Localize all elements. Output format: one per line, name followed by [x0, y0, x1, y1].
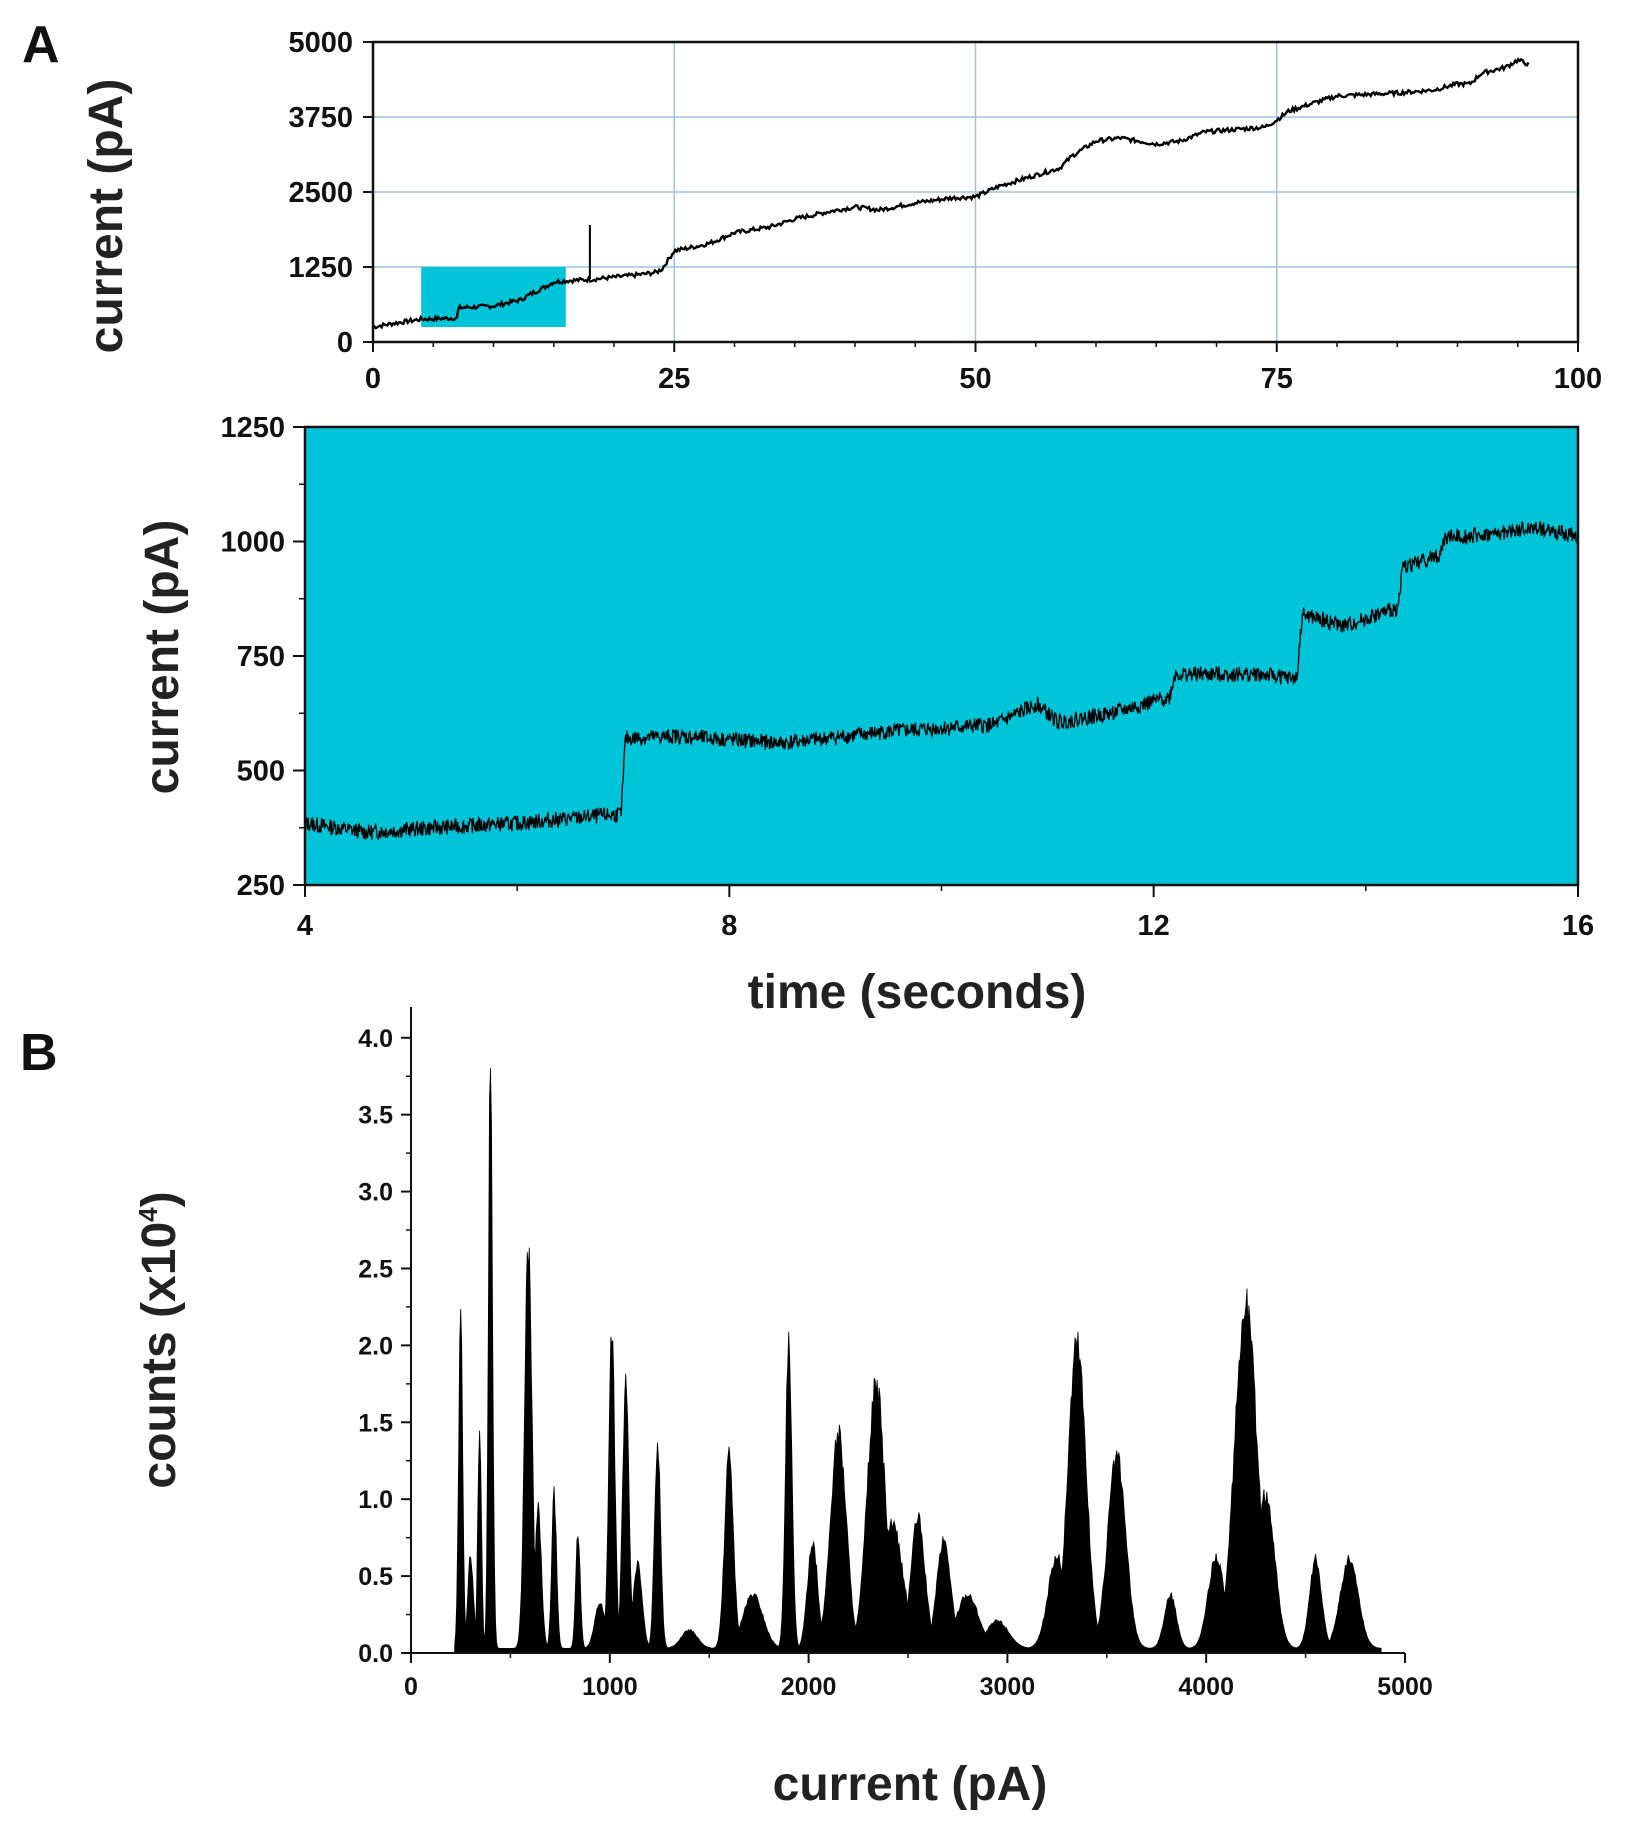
- b-x-axis-label: current (pA): [773, 1758, 1048, 1811]
- a-bottom-x-tick-label: 4: [297, 910, 313, 942]
- a-top-ticks: 0 25 50 75 100 0 1250 2500 3750 5000: [288, 27, 1602, 395]
- a-top-x-tick-label: 100: [1554, 363, 1602, 395]
- a-bottom-x-tick-label: 8: [721, 910, 737, 942]
- a-top-x-tick-label: 25: [658, 363, 690, 395]
- a-bottom-x-tick-label: 12: [1138, 910, 1170, 942]
- b-x-tick-label: 0: [404, 1673, 418, 1701]
- b-x-tick-label: 3000: [980, 1673, 1036, 1701]
- b-y-tick-label: 1.5: [358, 1409, 393, 1437]
- a-bottom-highlight-background: [305, 427, 1578, 885]
- a-top-y-tick-label: 0: [337, 327, 353, 359]
- a-top-x-tick-label: 0: [365, 363, 381, 395]
- a-top-y-tick-label: 3750: [288, 102, 353, 134]
- b-y-axis-label-sup: 4: [133, 1207, 163, 1222]
- b-y-tick-label: 1.0: [358, 1486, 393, 1514]
- b-x-tick-label: 2000: [781, 1673, 837, 1701]
- chart-b-histogram: 0 1000 2000 3000 4000 5000 0.0 0.5 1.0 1.5 2.0 2.5 3…: [133, 1007, 1433, 1811]
- b-y-tick-label: 2.5: [358, 1255, 393, 1283]
- b-y-tick-label: 0.0: [358, 1640, 393, 1668]
- b-y-axis-label-close: ): [133, 1191, 186, 1207]
- a-top-x-tick-label: 75: [1261, 363, 1293, 395]
- a-bottom-x-tick-label: 16: [1562, 910, 1594, 942]
- a-top-y-tick-label: 1250: [288, 252, 353, 284]
- b-y-tick-label: 3.5: [358, 1102, 393, 1130]
- a-bottom-y-tick-label: 500: [237, 756, 285, 788]
- panel-label-a: A: [22, 16, 60, 74]
- a-bottom-y-tick-label: 250: [237, 870, 285, 902]
- a-top-y-tick-label: 2500: [288, 177, 353, 209]
- b-x-tick-label: 5000: [1377, 1673, 1433, 1701]
- a-top-trace-line: [372, 57, 1530, 330]
- b-axes: 0 1000 2000 3000 4000 5000 0.0 0.5 1.0 1.5 2.0 2.5 3…: [358, 1007, 1433, 1701]
- a-top-grid: [373, 42, 1578, 342]
- chart-a-bottom: 4 8 12 16 250 500 750 1000 1250 current (pA) tim…: [136, 412, 1594, 1019]
- a-top-x-tick-label: 50: [959, 363, 991, 395]
- a-top-y-tick-label: 5000: [288, 27, 353, 59]
- chart-a-top: 0 25 50 75 100 0 1250 2500 3750 5000 current (pA): [80, 27, 1602, 395]
- a-bottom-y-tick-label: 1000: [220, 527, 285, 559]
- b-y-tick-label: 0.5: [358, 1563, 393, 1591]
- a-bottom-trace-line: [304, 521, 1578, 841]
- b-series: [454, 1068, 1382, 1654]
- panel-label-b: B: [20, 1024, 58, 1082]
- b-histogram-area: [454, 1068, 1382, 1654]
- b-y-axis-label-main: counts (x10: [133, 1222, 186, 1489]
- b-x-tick-label: 4000: [1178, 1673, 1234, 1701]
- b-y-axis-label: counts (x104): [133, 1191, 186, 1488]
- a-top-y-axis-label: current (pA): [80, 79, 133, 354]
- a-bottom-y-tick-label: 1250: [220, 412, 285, 444]
- b-y-tick-label: 4.0: [358, 1025, 393, 1053]
- a-bottom-series: [304, 521, 1578, 841]
- b-y-tick-label: 2.0: [358, 1332, 393, 1360]
- a-bottom-y-tick-label: 750: [237, 641, 285, 673]
- b-x-tick-label: 1000: [582, 1673, 638, 1701]
- a-bottom-ticks: 4 8 12 16 250 500 750 1000 1250: [220, 412, 1594, 942]
- a-top-series: [372, 57, 1530, 330]
- b-y-tick-label: 3.0: [358, 1179, 393, 1207]
- a-bottom-y-axis-label: current (pA): [136, 520, 189, 795]
- a-bottom-x-axis-label: time (seconds): [748, 966, 1087, 1019]
